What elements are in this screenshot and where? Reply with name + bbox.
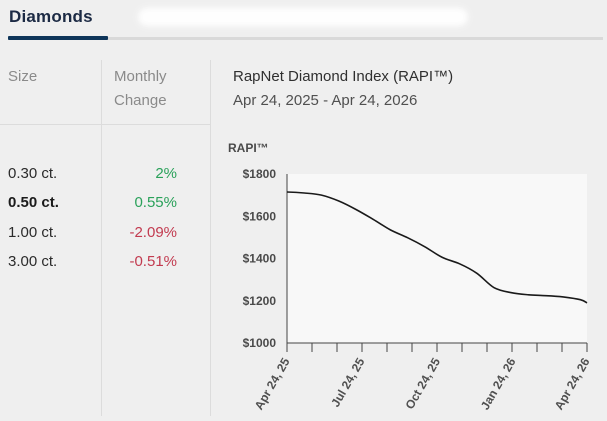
y-tick-label: $1200 (243, 294, 277, 308)
table-header-divider (0, 124, 210, 125)
monthly-change-value: -0.51% (129, 253, 177, 270)
size-column-header: Size (8, 68, 38, 85)
y-axis-title: RAPI™ (228, 141, 269, 155)
size-row[interactable]: 0.30 ct. 2% (0, 165, 210, 187)
size-row[interactable]: 3.00 ct. -0.51% (0, 253, 210, 275)
size-label: 0.50 ct. (8, 194, 59, 211)
x-tick-label: Oct 24, 25 (403, 355, 444, 411)
tab-diamonds[interactable]: Diamonds (9, 7, 93, 26)
plot-area (287, 174, 587, 343)
rapi-series-line (286, 191, 588, 304)
tab-track (8, 37, 603, 40)
y-tick-label: $1000 (243, 336, 277, 350)
chart-title: RapNet Diamond Index (RAPI™) (233, 68, 454, 85)
change-column-header-line1: Monthly (114, 68, 167, 85)
x-tick-label: Jul 24, 25 (328, 355, 367, 409)
x-tick-label: Jan 24, 26 (478, 355, 519, 412)
tab-active-indicator (8, 36, 108, 40)
size-label: 0.30 ct. (8, 165, 58, 182)
y-tick-label: $1400 (243, 252, 277, 266)
column-divider (210, 60, 211, 416)
column-divider (101, 60, 102, 416)
tab-bar: Diamonds (0, 0, 607, 42)
y-tick-label: $1800 (243, 167, 277, 181)
monthly-change-value: -2.09% (129, 224, 177, 241)
change-column-header-line2: Change (114, 92, 167, 109)
size-row[interactable]: 1.00 ct. -2.09% (0, 224, 210, 246)
tab-obscured (138, 8, 468, 26)
y-tick-label: $1600 (243, 209, 277, 223)
monthly-change-value: 2% (155, 165, 177, 182)
monthly-change-value: 0.55% (134, 194, 177, 211)
size-label: 1.00 ct. (8, 224, 58, 241)
size-row[interactable]: 0.50 ct. 0.55% (0, 194, 210, 216)
size-label: 3.00 ct. (8, 253, 58, 270)
chart-date-range: Apr 24, 2025 - Apr 24, 2026 (233, 92, 418, 109)
x-tick-label: Apr 24, 25 (252, 355, 293, 412)
x-tick-label: Apr 24, 26 (552, 355, 593, 412)
